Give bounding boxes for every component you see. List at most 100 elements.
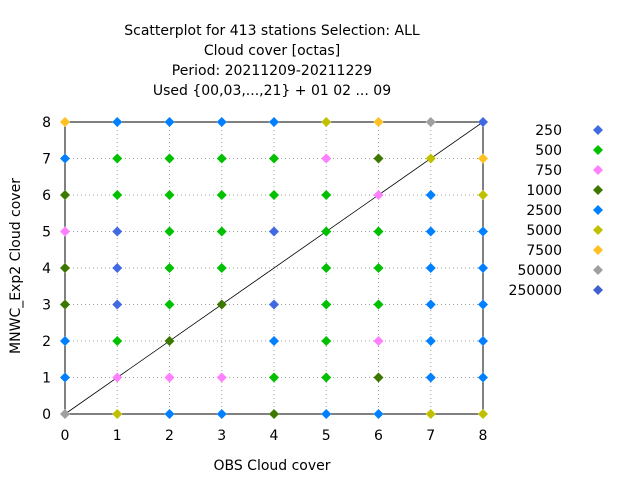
data-point bbox=[373, 117, 384, 127]
data-point bbox=[164, 409, 175, 419]
data-point bbox=[60, 190, 70, 200]
legend-marker bbox=[593, 205, 603, 215]
legend-label: 500 bbox=[535, 143, 562, 159]
data-point bbox=[112, 153, 123, 164]
data-point bbox=[425, 336, 436, 346]
y-tick-label: 1 bbox=[42, 371, 51, 387]
data-point bbox=[373, 336, 384, 346]
data-point bbox=[60, 372, 70, 383]
data-point bbox=[216, 190, 227, 200]
legend-label: 750 bbox=[535, 163, 562, 179]
data-point bbox=[112, 409, 123, 419]
data-point bbox=[321, 299, 332, 310]
legend-item: 5000 bbox=[526, 223, 603, 239]
data-point bbox=[425, 190, 436, 200]
data-point bbox=[425, 153, 436, 164]
x-tick-label: 6 bbox=[374, 428, 383, 444]
y-axis-label: MNWC_Exp2 Cloud cover bbox=[8, 178, 24, 354]
data-point bbox=[425, 299, 436, 310]
title-line-3: Period: 20211209-20211229 bbox=[172, 63, 372, 79]
x-tick-labels: 0 1 2 3 4 5 6 7 8 bbox=[61, 428, 488, 444]
legend-marker bbox=[593, 185, 603, 195]
data-point bbox=[478, 299, 488, 310]
legend-label: 1000 bbox=[526, 183, 562, 199]
data-point bbox=[112, 299, 123, 310]
data-point bbox=[60, 409, 70, 419]
data-point bbox=[321, 263, 332, 273]
data-point bbox=[60, 299, 70, 310]
title-line-2: Cloud cover [octas] bbox=[204, 43, 340, 59]
data-point bbox=[373, 263, 384, 273]
data-point bbox=[321, 372, 332, 383]
data-point bbox=[60, 117, 70, 127]
data-point bbox=[216, 117, 227, 127]
data-point bbox=[373, 226, 384, 237]
title-line-4: Used {00,03,...,21} + 01 02 ... 09 bbox=[153, 83, 391, 99]
y-tick-label: 8 bbox=[42, 115, 51, 131]
x-tick-label: 2 bbox=[165, 428, 174, 444]
data-point bbox=[164, 226, 175, 237]
legend-marker bbox=[593, 285, 603, 295]
data-point bbox=[269, 117, 279, 127]
legend-marker bbox=[593, 225, 603, 235]
legend-marker bbox=[593, 265, 603, 275]
data-point bbox=[478, 409, 488, 419]
data-point bbox=[269, 153, 279, 164]
data-point bbox=[321, 336, 332, 346]
data-point bbox=[269, 336, 279, 346]
data-point bbox=[269, 299, 279, 310]
data-point bbox=[373, 190, 384, 200]
data-point bbox=[269, 226, 279, 237]
data-point bbox=[216, 409, 227, 419]
data-point bbox=[164, 372, 175, 383]
legend-label: 250 bbox=[535, 123, 562, 139]
y-tick-label: 5 bbox=[42, 225, 51, 241]
data-point bbox=[112, 263, 123, 273]
data-point bbox=[478, 117, 488, 127]
data-point bbox=[478, 263, 488, 273]
x-tick-label: 3 bbox=[217, 428, 226, 444]
data-point bbox=[478, 336, 488, 346]
title-line-1: Scatterplot for 413 stations Selection: … bbox=[124, 23, 420, 39]
y-tick-label: 0 bbox=[42, 407, 51, 423]
legend-marker bbox=[593, 245, 603, 255]
data-point bbox=[60, 263, 70, 273]
x-tick-label: 4 bbox=[270, 428, 279, 444]
y-tick-label: 4 bbox=[42, 261, 51, 277]
data-point bbox=[164, 190, 175, 200]
data-point bbox=[478, 226, 488, 237]
data-point bbox=[112, 190, 123, 200]
x-axis-label: OBS Cloud cover bbox=[213, 458, 330, 474]
data-points bbox=[60, 117, 488, 419]
data-point bbox=[164, 117, 175, 127]
data-point bbox=[321, 153, 332, 164]
data-point bbox=[164, 299, 175, 310]
data-point bbox=[112, 372, 123, 383]
data-point bbox=[425, 372, 436, 383]
y-tick-labels: 0 1 2 3 4 5 6 7 8 bbox=[42, 115, 51, 423]
data-point bbox=[321, 409, 332, 419]
data-point bbox=[425, 409, 436, 419]
y-tick-label: 7 bbox=[42, 152, 51, 168]
chart-title: Scatterplot for 413 stations Selection: … bbox=[124, 23, 420, 99]
data-point bbox=[269, 372, 279, 383]
data-point bbox=[112, 226, 123, 237]
data-point bbox=[216, 299, 227, 310]
diagonal-line bbox=[64, 121, 484, 415]
x-tick-label: 5 bbox=[322, 428, 331, 444]
data-point bbox=[216, 226, 227, 237]
data-point bbox=[164, 153, 175, 164]
legend-marker bbox=[593, 165, 603, 175]
data-point bbox=[425, 226, 436, 237]
data-point bbox=[216, 372, 227, 383]
x-tick-label: 0 bbox=[61, 428, 70, 444]
legend-item: 7500 bbox=[526, 243, 603, 259]
data-point bbox=[373, 299, 384, 310]
x-tick-label: 7 bbox=[426, 428, 435, 444]
data-point bbox=[112, 336, 123, 346]
y-tick-label: 3 bbox=[42, 298, 51, 314]
x-tick-label: 1 bbox=[113, 428, 122, 444]
data-point bbox=[321, 190, 332, 200]
legend-label: 7500 bbox=[526, 243, 562, 259]
